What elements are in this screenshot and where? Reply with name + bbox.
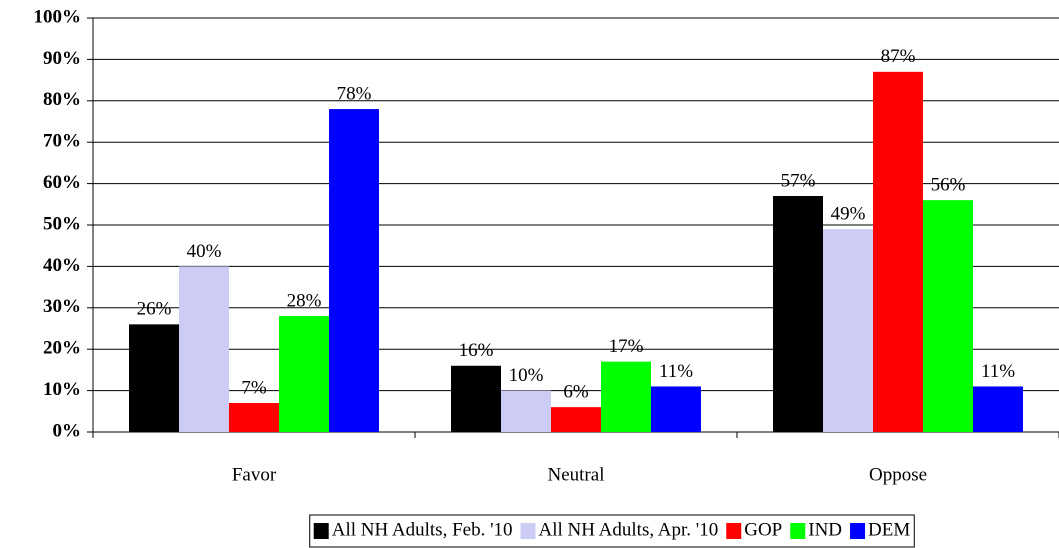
bar (651, 386, 701, 432)
y-tick-label: 60% (43, 172, 81, 193)
value-label: 57% (781, 170, 816, 191)
y-tick-label: 90% (43, 48, 81, 69)
bar (329, 109, 379, 432)
legend-swatch (790, 523, 806, 539)
value-label: 56% (931, 175, 966, 196)
y-tick-label: 10% (43, 379, 81, 400)
value-label: 11% (981, 361, 1015, 382)
bar (823, 229, 873, 432)
y-tick-label: 100% (34, 6, 82, 27)
value-label: 87% (881, 46, 916, 67)
value-label: 11% (659, 361, 693, 382)
legend-label: All NH Adults, Feb. '10 (332, 519, 513, 540)
y-tick-label: 20% (43, 338, 81, 359)
legend-label: All NH Adults, Apr. '10 (539, 519, 719, 540)
legend: All NH Adults, Feb. '10 All NH Adults, Ap… (309, 514, 915, 548)
y-tick-label: 70% (43, 131, 81, 152)
bar (179, 266, 229, 432)
bar (873, 71, 923, 432)
value-label: 28% (287, 290, 322, 311)
legend-box (309, 514, 915, 548)
value-label: 16% (459, 340, 494, 361)
y-tick-label: 50% (43, 213, 81, 234)
value-label: 7% (241, 377, 267, 398)
y-tick-label: 0% (53, 420, 82, 441)
bar (229, 403, 279, 432)
value-label: 26% (137, 299, 172, 320)
value-label: 10% (509, 365, 544, 386)
x-tick-label: Neutral (548, 464, 605, 485)
value-label: 49% (831, 203, 866, 224)
legend-label: GOP (744, 519, 782, 540)
legend-label: IND (808, 519, 842, 540)
legend-swatch (726, 523, 742, 539)
bar (451, 365, 501, 432)
legend-swatch (520, 523, 536, 539)
y-tick-label: 40% (43, 255, 81, 276)
y-tick-label: 80% (43, 89, 81, 110)
bar (973, 386, 1023, 432)
bar (773, 196, 823, 432)
legend-swatch (313, 523, 329, 539)
value-label: 78% (337, 83, 372, 104)
legend-swatch (850, 523, 866, 539)
x-tick-label: Oppose (869, 464, 927, 485)
x-tick-label: Favor (232, 464, 277, 485)
legend-label: DEM (868, 519, 910, 540)
bar (601, 361, 651, 432)
bar (129, 324, 179, 432)
bar (501, 390, 551, 432)
value-label: 17% (609, 336, 644, 357)
bar (923, 200, 973, 432)
bar (279, 316, 329, 432)
value-label: 6% (563, 382, 589, 403)
value-label: 40% (187, 241, 222, 262)
bar (551, 407, 601, 432)
y-tick-label: 30% (43, 296, 81, 317)
